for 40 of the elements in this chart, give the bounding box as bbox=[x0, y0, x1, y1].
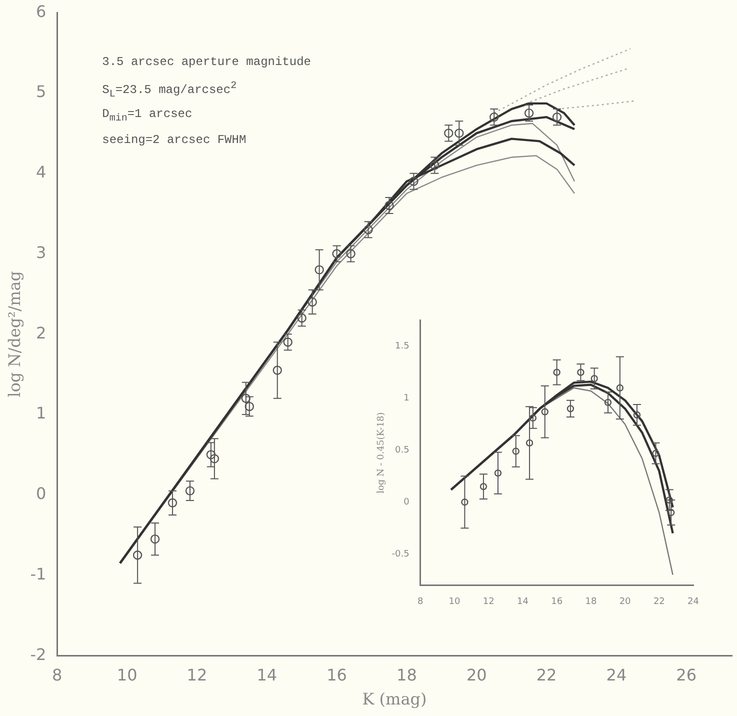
y-axis-title: log N - 0.45(K-18) bbox=[376, 412, 387, 494]
x-tick-label: 22 bbox=[653, 596, 665, 607]
x-tick-label: 20 bbox=[466, 665, 487, 684]
x-tick-label: 12 bbox=[482, 596, 494, 607]
x-tick-label: 18 bbox=[585, 596, 597, 607]
annotation: 3.5 arcsec aperture magnitude bbox=[102, 54, 311, 69]
x-axis-title: K (mag) bbox=[362, 690, 427, 709]
y-axis-title: log N/deg²/mag bbox=[4, 271, 24, 398]
x-tick-label: 16 bbox=[551, 596, 563, 607]
x-tick-label: 10 bbox=[116, 665, 138, 684]
annotation: S$_{L}$=23.5 mag/arcsec$^{2}$ bbox=[102, 80, 237, 100]
y-tick-label: 4 bbox=[36, 162, 46, 182]
annotation: seeing=2 arcsec FWHM bbox=[102, 132, 246, 147]
x-tick-label: 24 bbox=[688, 596, 700, 607]
x-tick-label: 8 bbox=[417, 596, 424, 607]
annotation: D$_{min}$=1 arcsec bbox=[102, 106, 192, 124]
y-tick-label: 3 bbox=[36, 242, 46, 262]
x-tick-label: 18 bbox=[396, 665, 417, 684]
x-tick-label: 14 bbox=[516, 596, 529, 607]
y-tick-label: 0.5 bbox=[395, 446, 410, 456]
x-tick-label: 16 bbox=[326, 665, 347, 684]
x-tick-label: 26 bbox=[676, 665, 697, 684]
x-tick-label: 12 bbox=[186, 665, 208, 684]
y-tick-label: -0.5 bbox=[392, 549, 410, 560]
y-tick-label: 5 bbox=[36, 82, 46, 102]
x-tick-label: 20 bbox=[619, 596, 632, 607]
y-tick-label: -1 bbox=[30, 564, 46, 584]
x-tick-label: 10 bbox=[448, 596, 460, 607]
y-tick-label: 1 bbox=[36, 404, 46, 423]
y-tick-label: -2 bbox=[30, 644, 46, 664]
y-tick-label: 6 bbox=[36, 2, 46, 21]
x-tick-label: 8 bbox=[52, 665, 62, 684]
x-tick-label: 24 bbox=[606, 665, 627, 684]
y-tick-label: 1 bbox=[404, 394, 410, 404]
x-tick-label: 14 bbox=[256, 665, 278, 684]
y-tick-label: 0 bbox=[404, 497, 410, 508]
y-tick-label: 1.5 bbox=[395, 342, 410, 352]
y-tick-label: 0 bbox=[36, 484, 46, 504]
y-tick-label: 2 bbox=[36, 323, 46, 342]
x-tick-label: 22 bbox=[536, 665, 557, 684]
